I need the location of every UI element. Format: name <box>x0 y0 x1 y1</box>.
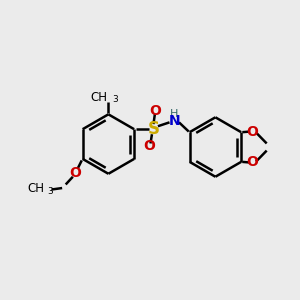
Text: O: O <box>143 140 155 153</box>
Text: S: S <box>147 120 159 138</box>
Text: O: O <box>69 166 81 180</box>
Text: CH: CH <box>90 91 107 104</box>
Text: N: N <box>169 114 181 128</box>
Text: 3: 3 <box>112 95 118 104</box>
Text: 3: 3 <box>48 187 53 196</box>
Text: H: H <box>170 109 178 119</box>
Text: CH: CH <box>27 182 44 195</box>
Text: O: O <box>247 155 258 170</box>
Text: O: O <box>149 104 161 118</box>
Text: O: O <box>247 124 258 139</box>
